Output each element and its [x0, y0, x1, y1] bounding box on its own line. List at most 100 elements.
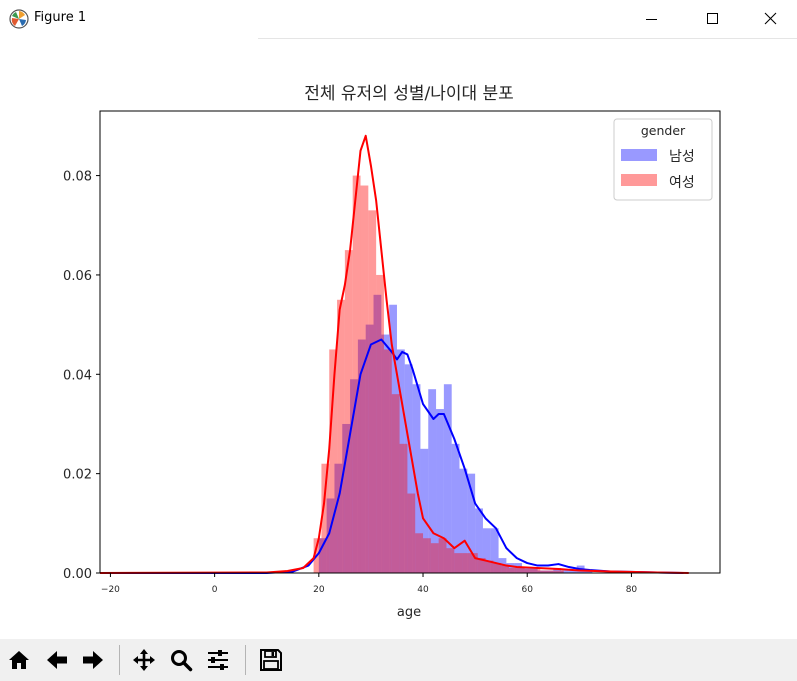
female-histogram-bar — [391, 394, 400, 573]
female-histogram-bar — [555, 570, 564, 573]
male-histogram-bar — [459, 468, 468, 573]
legend-label-male: 남성 — [669, 149, 695, 165]
window-titlebar: Figure 1 — [0, 0, 797, 38]
figure-canvas[interactable]: −20 0 20 40 60 80 0.00 0.02 0.04 0.06 0.08 전체 유저의… — [0, 39, 797, 639]
male-histogram-bar — [553, 568, 562, 573]
male-histogram-bar — [404, 364, 413, 573]
male-histogram — [318, 294, 593, 573]
male-histogram-bar — [506, 563, 515, 573]
pan-button[interactable] — [129, 644, 159, 676]
chart-title: 전체 유저의 성별/나이대 분포 — [304, 84, 514, 104]
female-histogram-bar — [446, 548, 455, 573]
male-histogram-bar — [350, 379, 358, 573]
female-histogram-bar — [532, 569, 541, 573]
male-histogram-bar — [373, 294, 382, 573]
female-histogram-bar — [485, 560, 494, 573]
male-histogram-bar — [357, 339, 366, 573]
female-histogram-bar — [508, 568, 517, 573]
female-histogram-bar — [438, 538, 447, 573]
male-histogram-bar — [467, 473, 476, 573]
male-histogram-bar — [428, 389, 437, 573]
female-histogram-bar — [423, 538, 431, 573]
legend-title: gender — [641, 123, 686, 138]
configure-subplots-icon — [208, 650, 228, 670]
minimize-icon — [646, 19, 657, 20]
female-histogram-bar — [321, 463, 330, 573]
male-kde-line — [100, 338, 684, 574]
y-tick-label: 0.08 — [63, 170, 92, 185]
female-histogram-bar — [383, 349, 392, 573]
female-histogram-bar — [415, 533, 424, 573]
male-histogram-bar — [537, 570, 546, 573]
female-histogram-bar — [360, 185, 369, 573]
male-histogram-bar — [568, 570, 577, 573]
configure-subplots-button[interactable] — [203, 644, 233, 676]
male-histogram-bar — [389, 304, 397, 573]
save-icon — [260, 649, 282, 671]
maximize-button[interactable] — [690, 0, 736, 38]
legend-label-female: 여성 — [669, 175, 695, 191]
close-button[interactable] — [748, 0, 794, 38]
male-histogram-bar — [365, 324, 374, 573]
male-histogram-bar — [529, 568, 538, 573]
male-histogram-bar — [490, 528, 499, 573]
x-tick-label: 60 — [522, 585, 534, 595]
male-histogram-bar — [561, 570, 569, 573]
y-tick-label: 0.02 — [63, 468, 92, 483]
toolbar-separator — [119, 645, 120, 675]
legend-swatch-female — [621, 174, 657, 186]
male-histogram-bar — [475, 508, 483, 573]
matplotlib-logo-icon — [9, 9, 29, 29]
female-histogram-bar — [493, 563, 502, 573]
back-button[interactable] — [42, 644, 72, 676]
close-icon — [764, 12, 777, 25]
male-histogram-bar — [396, 349, 405, 573]
y-axis-ticks: 0.00 0.02 0.04 0.06 0.08 — [63, 170, 100, 582]
forward-button[interactable] — [78, 644, 108, 676]
female-histogram-bar — [548, 570, 556, 573]
chart: −20 0 20 40 60 80 0.00 0.02 0.04 0.06 0.08 전체 유저의… — [63, 84, 721, 620]
x-axis-ticks: −20 0 20 40 60 80 — [101, 573, 638, 595]
x-tick-label: 40 — [417, 585, 429, 595]
male-histogram-bar — [545, 570, 554, 573]
back-icon — [47, 651, 67, 669]
female-histogram — [313, 175, 564, 573]
male-histogram-bar — [326, 498, 335, 573]
x-tick-label: 20 — [313, 585, 325, 595]
male-histogram-bar — [522, 568, 530, 573]
male-histogram-bar — [318, 538, 327, 573]
male-histogram-bar — [334, 463, 343, 573]
x-tick-label: 80 — [626, 585, 638, 595]
female-histogram-bar — [329, 349, 338, 573]
y-tick-label: 0.06 — [63, 269, 92, 284]
legend-swatch-male — [621, 149, 657, 161]
female-kde-line — [99, 134, 689, 574]
male-histogram-bar — [342, 423, 351, 573]
home-button[interactable] — [4, 644, 34, 676]
home-icon — [9, 651, 29, 669]
female-histogram-bar — [516, 568, 525, 573]
female-histogram-bar — [430, 543, 439, 573]
x-tick-label: 0 — [212, 585, 218, 595]
male-histogram-bar — [412, 384, 421, 573]
female-histogram-bar — [454, 553, 463, 573]
female-histogram-bar — [352, 175, 361, 573]
axes-frame — [99, 110, 721, 574]
female-histogram-bar — [524, 569, 533, 573]
female-histogram-bar — [469, 553, 478, 573]
window-title: Figure 1 — [34, 10, 87, 25]
x-tick-label: −20 — [101, 585, 120, 595]
male-histogram-bar — [482, 528, 491, 573]
navigation-toolbar — [0, 639, 797, 681]
save-button[interactable] — [256, 644, 286, 676]
male-histogram-bar — [443, 384, 452, 573]
female-histogram-bar — [344, 250, 353, 573]
minimize-button[interactable] — [629, 0, 675, 38]
female-histogram-bar — [462, 553, 470, 573]
female-histogram-bar — [368, 210, 377, 573]
zoom-icon — [171, 650, 193, 672]
zoom-button[interactable] — [166, 644, 196, 676]
legend: gender 남성 여성 — [613, 118, 713, 201]
female-histogram-bar — [477, 558, 486, 573]
female-histogram-bar — [407, 493, 416, 573]
